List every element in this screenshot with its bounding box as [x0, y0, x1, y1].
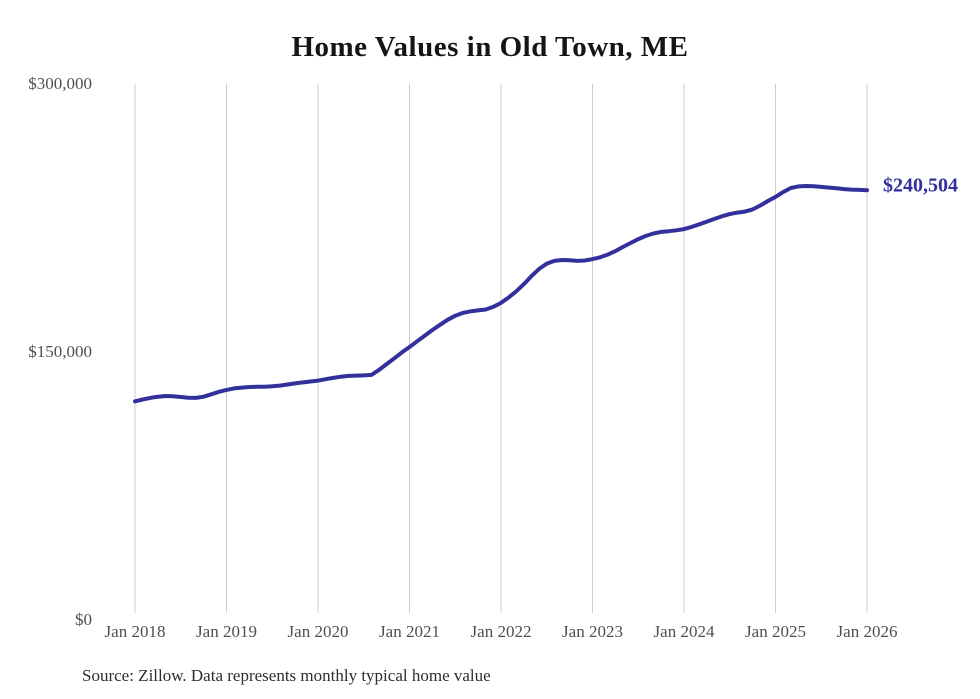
current-value-label: $240,504 [883, 174, 958, 197]
gridlines [134, 84, 868, 613]
x-tick-label: Jan 2025 [745, 622, 806, 641]
chart-title: Home Values in Old Town, ME [291, 31, 689, 63]
home-value-line [133, 184, 869, 404]
source-note: Source: Zillow. Data represents monthly … [82, 666, 491, 685]
x-tick-label: Jan 2024 [653, 622, 715, 641]
x-tick-label: Jan 2023 [562, 622, 623, 641]
x-tick-label: Jan 2026 [836, 622, 898, 641]
x-tick-label: Jan 2018 [104, 622, 166, 641]
x-tick-label: Jan 2021 [379, 622, 440, 641]
x-tick-label: Jan 2022 [470, 622, 532, 641]
y-tick-label: $0 [75, 610, 92, 629]
x-tick-label: Jan 2020 [287, 622, 349, 641]
y-tick-label: $300,000 [28, 74, 92, 93]
x-tick-label: Jan 2019 [196, 622, 257, 641]
y-tick-label: $150,000 [28, 342, 92, 361]
